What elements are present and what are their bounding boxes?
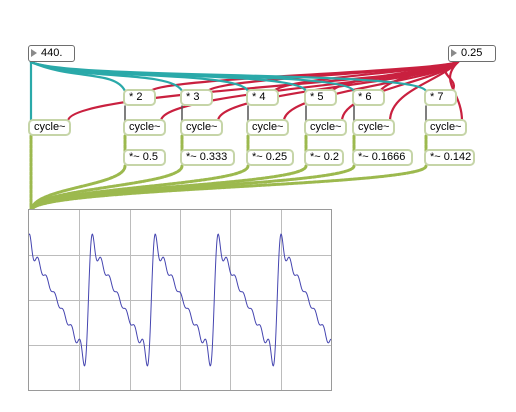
object-label: cycle~ <box>186 121 218 133</box>
signal-cord <box>30 164 127 212</box>
cycle-object[interactable]: cycle~ <box>424 119 467 136</box>
signal-cord <box>30 164 250 212</box>
amplitude-cord <box>378 60 460 93</box>
gain-object[interactable]: *~ 0.5 <box>123 149 166 166</box>
cycle-object[interactable]: cycle~ <box>304 119 347 136</box>
object-label: * 4 <box>252 91 266 103</box>
object-label: *~ 0.2 <box>310 151 340 163</box>
cycle-object[interactable]: cycle~ <box>123 119 166 136</box>
object-label: *~ 0.142 <box>430 151 472 163</box>
gain-object[interactable]: *~ 0.1666 <box>352 149 413 166</box>
gain-object[interactable]: *~ 0.2 <box>304 149 344 166</box>
cycle-object[interactable]: cycle~ <box>352 119 395 136</box>
object-label: cycle~ <box>430 121 462 133</box>
object-label: * 2 <box>129 91 143 103</box>
fundamental-cycle-object[interactable]: cycle~ <box>28 119 71 136</box>
object-label: * 5 <box>310 91 324 103</box>
signal-cord <box>30 164 308 212</box>
multiply-object[interactable]: * 6 <box>352 89 385 106</box>
object-label: * 6 <box>358 91 372 103</box>
gain-object[interactable]: *~ 0.25 <box>246 149 294 166</box>
signal-cord <box>30 164 428 212</box>
object-label: *~ 0.1666 <box>358 151 406 163</box>
frequency-cord <box>29 60 428 93</box>
frequency-number-box[interactable]: 440. <box>28 45 75 62</box>
object-label: cycle~ <box>310 121 342 133</box>
multiply-object[interactable]: * 2 <box>123 89 156 106</box>
cycle-object[interactable]: cycle~ <box>246 119 289 136</box>
multiply-object[interactable]: * 7 <box>424 89 457 106</box>
frequency-cord <box>29 60 250 93</box>
gain-object[interactable]: *~ 0.333 <box>180 149 235 166</box>
amplitude-value: 0.25 <box>461 47 483 59</box>
multiply-object[interactable]: * 5 <box>304 89 337 106</box>
multiply-object[interactable]: * 4 <box>246 89 279 106</box>
object-label: cycle~ <box>358 121 390 133</box>
object-label: *~ 0.333 <box>186 151 228 163</box>
object-label: * 7 <box>430 91 444 103</box>
multiply-object[interactable]: * 3 <box>180 89 213 106</box>
number-triangle-icon <box>31 49 37 57</box>
scope-waveform <box>29 233 331 367</box>
number-triangle-icon <box>451 49 457 57</box>
frequency-cord <box>29 60 356 93</box>
signal-cord <box>30 164 356 212</box>
amplitude-cord <box>149 60 460 93</box>
object-label: *~ 0.25 <box>252 151 288 163</box>
scope-plot <box>29 210 331 390</box>
object-label: cycle~ <box>34 121 66 133</box>
amplitude-cord <box>330 60 460 93</box>
object-label: cycle~ <box>129 121 161 133</box>
frequency-cord <box>29 60 127 93</box>
object-label: * 3 <box>186 91 200 103</box>
cycle-object[interactable]: cycle~ <box>180 119 223 136</box>
frequency-cord <box>29 60 184 93</box>
object-label: cycle~ <box>252 121 284 133</box>
signal-cord <box>30 164 184 212</box>
oscilloscope-display[interactable] <box>28 209 332 391</box>
amplitude-cord <box>206 60 460 93</box>
amplitude-cord <box>444 60 460 93</box>
frequency-cord <box>29 60 308 93</box>
frequency-value: 440. <box>41 47 63 59</box>
amplitude-number-box[interactable]: 0.25 <box>448 45 496 62</box>
gain-object[interactable]: *~ 0.142 <box>424 149 475 166</box>
object-label: *~ 0.5 <box>129 151 159 163</box>
amplitude-cord <box>272 60 460 93</box>
